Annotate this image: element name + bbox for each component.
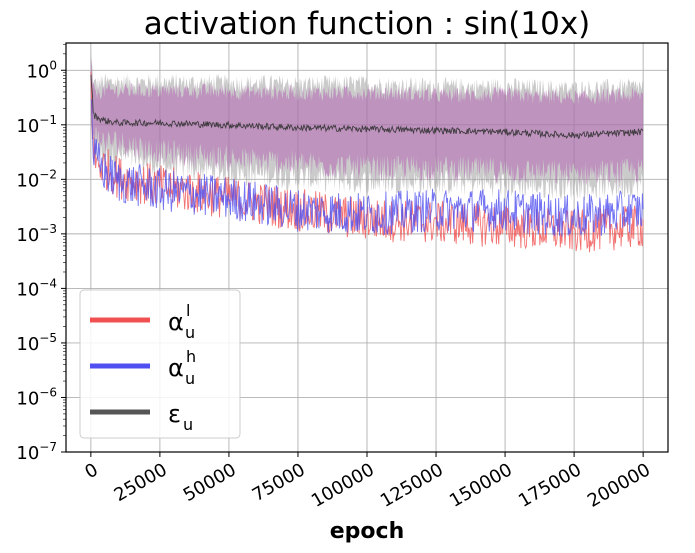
- legend: α l u α h u ε u: [79, 289, 241, 439]
- y-tick-label: 10−2: [16, 167, 57, 191]
- x-tick-label: 175000: [515, 459, 585, 512]
- y-tick-label: 10−4: [16, 276, 57, 300]
- x-tick-label: 200000: [584, 459, 654, 512]
- series-lines: [90, 71, 644, 253]
- epsilon-line: [90, 74, 644, 140]
- y-tick-label: 100: [26, 58, 57, 82]
- y-tick-label: 10−6: [16, 385, 57, 409]
- y-axis: 100 10−1 10−2 10−3 10−4 10−5 10−6 10−7: [16, 43, 66, 464]
- x-axis-label: epoch: [330, 519, 405, 544]
- chart-title: activation function : sin(10x): [144, 6, 591, 42]
- epsilon-band: [90, 50, 644, 201]
- x-axis: 0 25000 50000 75000 100000 125000 150000 175000…: [81, 452, 654, 512]
- x-tick-label: 25000: [111, 459, 171, 506]
- epsilon-band-grey: [90, 50, 644, 201]
- legend-box: [79, 289, 241, 439]
- x-tick-label: 75000: [249, 459, 309, 506]
- alpha-h-line: [90, 99, 644, 237]
- x-tick-label: 100000: [308, 459, 378, 512]
- x-tick-label: 50000: [180, 459, 240, 506]
- epsilon-band-purple: [90, 57, 644, 187]
- x-tick-label: 0: [81, 459, 101, 483]
- x-tick-label: 125000: [377, 459, 447, 512]
- x-tick-label: 150000: [446, 459, 516, 512]
- y-tick-label: 10−3: [16, 222, 57, 246]
- y-tick-label: 10−7: [16, 440, 57, 464]
- y-tick-label: 10−1: [16, 113, 57, 137]
- y-tick-label: 10−5: [16, 331, 57, 355]
